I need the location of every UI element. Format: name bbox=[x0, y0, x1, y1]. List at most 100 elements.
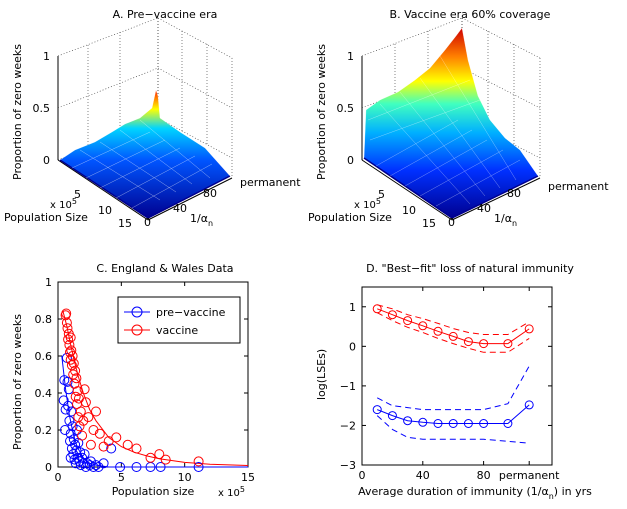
panel-d-point-0 bbox=[403, 316, 413, 326]
panel-c-point-1 bbox=[193, 456, 204, 467]
panel-d-ytick-label: −3 bbox=[340, 459, 356, 472]
panel-c-point-1 bbox=[80, 397, 91, 408]
panel-b-ztick-1: 1 bbox=[347, 50, 354, 63]
panel-c-point-1 bbox=[70, 391, 81, 402]
panel-b-ytick-10: 10 bbox=[402, 204, 416, 217]
panel-c-fit-0 bbox=[61, 355, 248, 468]
panel-d-upper-1 bbox=[376, 365, 530, 411]
panel-d-mean-1 bbox=[377, 404, 530, 424]
panel-c-point-0 bbox=[91, 460, 101, 471]
panel-a-xlabel: 1/αn bbox=[190, 212, 213, 228]
panel-a-ytick-15: 15 bbox=[118, 217, 132, 230]
panel-c-point-0 bbox=[62, 376, 73, 387]
panel-b: B. Vaccine era 60% coverage bbox=[308, 8, 609, 230]
panel-c-point-1 bbox=[63, 334, 74, 345]
panel-b-ztick-0: 0 bbox=[347, 154, 354, 167]
panel-d-point-1 bbox=[448, 419, 458, 428]
panel-d-ytick-label: 1 bbox=[349, 301, 356, 314]
panel-a-xtick-80: 80 bbox=[203, 187, 217, 200]
panel-d-upper-0 bbox=[377, 304, 530, 335]
panel-b-title: B. Vaccine era 60% coverage bbox=[390, 8, 551, 21]
panel-b-xtick-40: 40 bbox=[477, 202, 491, 215]
panel-c-point-1 bbox=[131, 443, 142, 454]
panel-c-point-0 bbox=[115, 462, 126, 472]
panel-b-ytick-15: 15 bbox=[422, 217, 436, 230]
panel-c-point-1 bbox=[70, 365, 81, 376]
panel-c-ytick-label: 0.2 bbox=[35, 424, 53, 437]
panel-a-xtick-0: 0 bbox=[144, 216, 151, 229]
panel-d-point-0 bbox=[479, 339, 489, 349]
panel-d-xtick-label: permanent bbox=[499, 469, 560, 482]
panel-b-ztick-05: 0.5 bbox=[337, 102, 355, 115]
panel-c-point-1 bbox=[160, 454, 171, 465]
panel-c-point-1 bbox=[94, 428, 105, 439]
panel-c-ylabel: Proportion of zero weeks bbox=[11, 314, 24, 450]
panel-c-point-1 bbox=[77, 430, 88, 441]
panel-c-point-1 bbox=[78, 415, 89, 426]
legend-pre-vaccine-label: pre−vaccine bbox=[156, 306, 226, 319]
panel-d-point-0 bbox=[387, 310, 397, 320]
panel-d-point-0 bbox=[524, 324, 534, 334]
panel-c-point-1 bbox=[68, 358, 79, 369]
panel-c-point-1 bbox=[88, 425, 99, 435]
panel-c-point-0 bbox=[64, 415, 75, 426]
panel-d-point-1 bbox=[433, 419, 443, 428]
panel-c-point-0 bbox=[155, 462, 166, 472]
panel-b-surface bbox=[363, 27, 539, 219]
panel-a-yscale: x 105 bbox=[50, 197, 77, 211]
panel-c-point-0 bbox=[88, 462, 99, 472]
legend-pre-vaccine-marker bbox=[131, 306, 143, 318]
panel-c-point-0 bbox=[193, 462, 204, 472]
panel-b-xlabel: 1/αn bbox=[494, 212, 517, 228]
panel-c-ytick-label: 0.8 bbox=[35, 313, 53, 326]
panel-c-point-1 bbox=[66, 345, 77, 356]
panel-d-ytick-label: −1 bbox=[340, 380, 356, 393]
panel-d-point-0 bbox=[418, 321, 428, 331]
panel-c-ytick-label: 0.4 bbox=[35, 387, 53, 400]
panel-b-xtick-perm: permanent bbox=[548, 180, 609, 193]
panel-c-point-1 bbox=[69, 378, 80, 389]
panel-b-zlabel: Proportion of zero weeks bbox=[315, 44, 328, 180]
panel-c-ytick-label: 1 bbox=[45, 276, 52, 289]
panel-d-point-1 bbox=[503, 419, 513, 428]
panel-a: A. Pre−vaccine era bbox=[4, 8, 301, 230]
panel-c-point-0 bbox=[70, 439, 81, 450]
panel-b-xtick-0: 0 bbox=[448, 216, 455, 229]
panel-c-point-0 bbox=[59, 375, 70, 386]
panel-d-point-1 bbox=[403, 416, 413, 426]
panel-c-ticks: 0 5 10 15 0 0.2 0.4 0.6 0.8 1 bbox=[35, 276, 256, 484]
panel-d-point-0 bbox=[448, 331, 458, 341]
panel-d-lines bbox=[372, 304, 534, 444]
panel-d-ytick-label: 0 bbox=[349, 340, 356, 353]
panel-d: D. "Best−fit" loss of natural immunity 0… bbox=[315, 262, 592, 501]
panel-d-xlabel: Average duration of immunity (1/αn) in y… bbox=[358, 485, 592, 501]
panel-c-point-0 bbox=[65, 428, 76, 439]
panel-a-ztick-05: 0.5 bbox=[33, 102, 51, 115]
panel-c-point-1 bbox=[72, 386, 83, 397]
panel-c-point-1 bbox=[62, 323, 73, 334]
panel-a-ytick-5: 5 bbox=[74, 188, 81, 201]
panel-d-ticks: 0 40 80 permanent −3 −2 −1 0 1 bbox=[340, 287, 560, 482]
panel-d-point-0 bbox=[433, 326, 443, 336]
panel-c-points bbox=[58, 308, 204, 472]
panel-c-point-1 bbox=[74, 421, 85, 432]
legend-vaccine-label: vaccine bbox=[156, 324, 198, 337]
panel-d-title: D. "Best−fit" loss of natural immunity bbox=[366, 262, 574, 275]
panel-c-point-1 bbox=[122, 439, 133, 450]
panel-a-title: A. Pre−vaccine era bbox=[113, 8, 218, 21]
panel-a-surface bbox=[59, 89, 231, 219]
panel-c: C. England & Wales Data 0 5 10 15 0 0.2 0.4 0.6… bbox=[11, 262, 255, 499]
panel-d-point-1 bbox=[524, 400, 534, 410]
panel-c-point-1 bbox=[64, 339, 75, 350]
panel-c-point-1 bbox=[145, 452, 156, 463]
panel-c-point-1 bbox=[75, 406, 86, 417]
panel-a-ylabel: Population Size bbox=[4, 211, 88, 224]
panel-d-lower-1 bbox=[376, 415, 530, 444]
panel-a-ztick-1: 1 bbox=[43, 50, 50, 63]
panel-c-xscale: x 105 bbox=[218, 485, 245, 499]
panel-c-point-1 bbox=[83, 412, 94, 423]
panel-c-xtick-label: 15 bbox=[241, 471, 255, 484]
panel-c-ytick-label: 0 bbox=[45, 461, 52, 474]
panel-d-mean-0 bbox=[377, 308, 530, 345]
panel-c-point-1 bbox=[154, 449, 165, 460]
